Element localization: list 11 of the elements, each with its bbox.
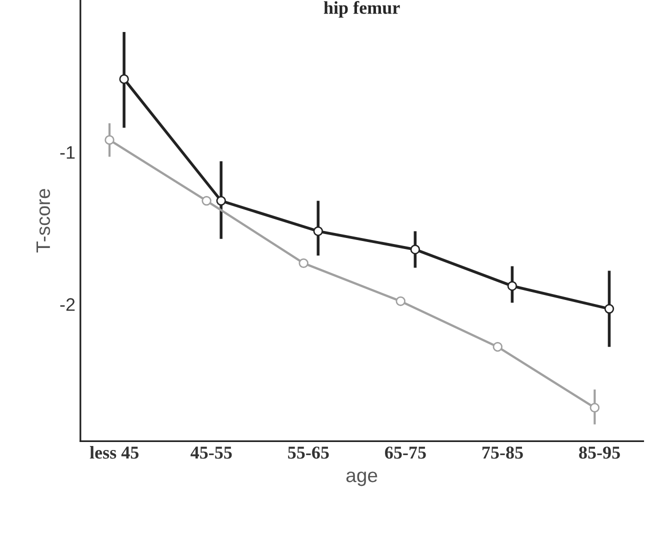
chart-title: hip femur (324, 1, 400, 18)
y-axis-title: T-score (36, 189, 50, 253)
x-tick-label: less 45 (90, 446, 139, 459)
x-tick-label: 55-65 (288, 446, 329, 459)
x-tick-label: 75-85 (482, 446, 523, 459)
x-tick-label: 85-95 (579, 446, 620, 459)
y-tick-label: -1 (60, 146, 75, 159)
x-axis-title: age (346, 472, 378, 486)
x-tick-label: 65-75 (385, 446, 426, 459)
x-tick-label: 45-55 (190, 446, 232, 459)
y-tick-label: -2 (60, 298, 75, 311)
